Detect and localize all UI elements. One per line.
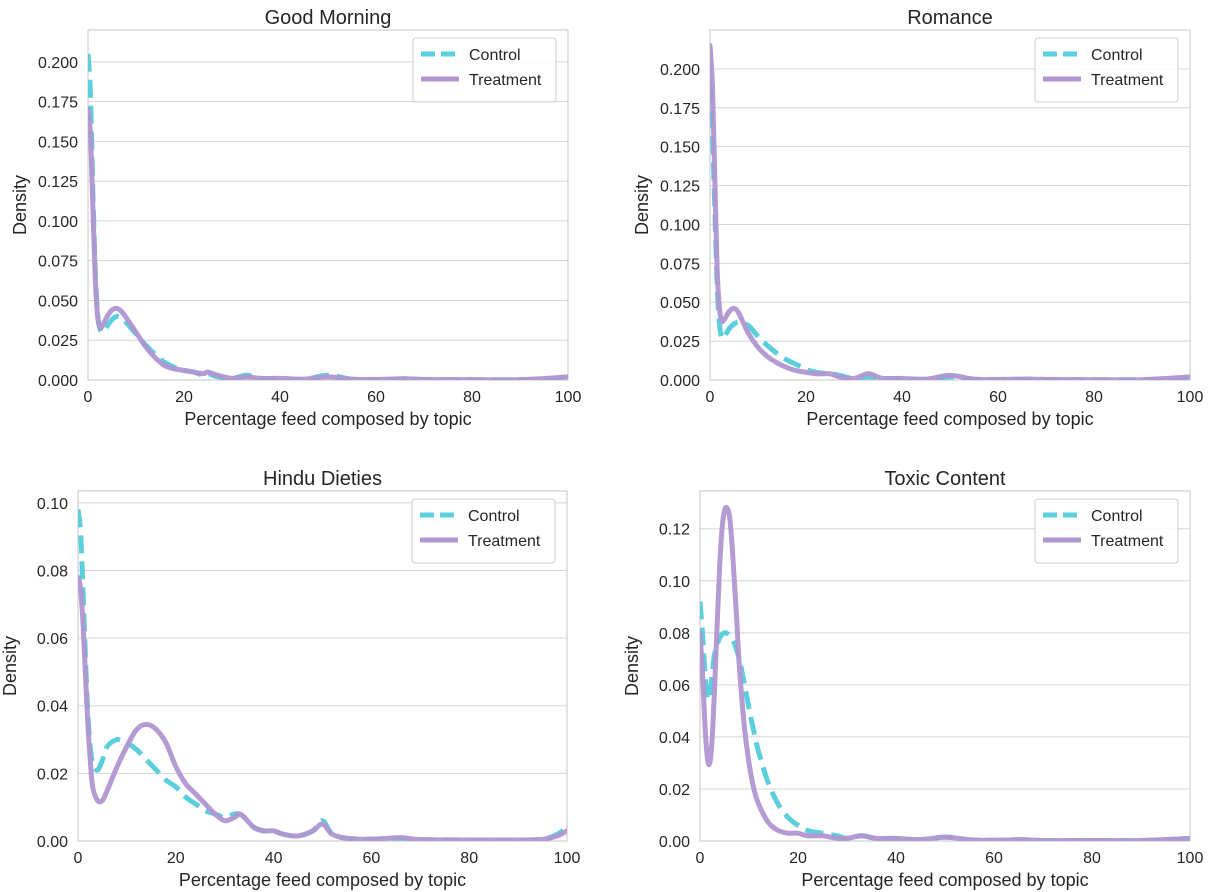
y-tick-label: 0.200 [38,55,78,72]
y-axis-label: Density [622,636,642,696]
y-tick-label: 0.00 [659,834,690,851]
y-tick-label: 0.150 [38,134,78,151]
y-tick-label: 0.10 [37,496,68,513]
legend: Control Treatment [412,37,557,103]
series-line-control [710,84,1190,380]
series-line-treatment [88,107,568,380]
x-tick-label: 60 [367,389,385,406]
x-tick-label: 20 [797,389,815,406]
x-tick-label: 40 [271,389,289,406]
y-tick-label: 0.00 [37,834,68,851]
x-tick-label: 0 [706,389,715,406]
x-axis-label: Percentage feed composed by topic [184,409,471,429]
subplot-3: 0.00 0.02 0.04 0.06 0.08 0.10 0 20 40 60 80 100 Hind… [0,468,580,890]
x-tick-label: 20 [167,850,185,867]
y-tick-label: 0.050 [660,295,700,312]
x-tick-label: 0 [74,850,83,867]
x-tick-label: 80 [1083,850,1101,867]
axes-frame [77,490,568,842]
chart-title: Hindu Dieties [263,468,382,490]
series-line-control [700,601,1190,841]
y-tick-label: 0.025 [660,334,700,351]
legend: Control Treatment [411,498,556,564]
subplot-1: 0.000 0.025 0.050 0.075 0.100 0.125 0.150 0.175… [10,7,581,429]
y-axis-label: Density [0,636,20,696]
legend-label-control: Control [1091,508,1143,525]
y-tick-label: 0.04 [37,699,68,716]
chart-title: Toxic Content [884,468,1006,490]
x-tick-label: 80 [460,850,478,867]
x-tick-label: 60 [363,850,381,867]
x-tick-label: 60 [985,850,1003,867]
legend: Control Treatment [1034,37,1179,103]
legend-label-control: Control [468,508,520,525]
chart-title: Romance [907,7,993,29]
x-tick-label: 80 [1085,389,1103,406]
x-tick-label: 0 [84,389,93,406]
y-tick-label: 0.10 [659,574,690,591]
x-tick-label: 20 [175,389,193,406]
legend-label-treatment: Treatment [1091,533,1164,550]
y-tick-label: 0.050 [38,293,78,310]
series-line-treatment [710,43,1190,380]
y-tick-label: 0.175 [660,101,700,118]
y-tick-label: 0.200 [660,62,700,79]
x-axis-label: Percentage feed composed by topic [801,870,1088,890]
y-tick-label: 0.04 [659,730,690,747]
y-tick-label: 0.075 [660,256,700,273]
subplot-4: 0.00 0.02 0.04 0.06 0.08 0.10 0.12 0 20 40 60 80 100… [622,468,1203,890]
y-tick-label: 0.025 [38,333,78,350]
y-tick-label: 0.06 [37,631,68,648]
y-tick-label: 0.150 [660,140,700,157]
x-tick-label: 100 [554,850,581,867]
y-tick-label: 0.08 [659,626,690,643]
x-tick-label: 100 [1177,850,1204,867]
x-axis-label: Percentage feed composed by topic [806,409,1093,429]
y-tick-label: 0.02 [659,782,690,799]
y-tick-label: 0.175 [38,95,78,112]
x-tick-label: 60 [989,389,1007,406]
legend-label-treatment: Treatment [469,72,542,89]
x-tick-label: 20 [789,850,807,867]
series-line-treatment [78,574,567,841]
y-axis-label: Density [632,175,652,235]
y-tick-label: 0.02 [37,766,68,783]
series-line-treatment [700,504,1190,841]
axes-frame [709,29,1191,381]
legend: Control Treatment [1034,498,1179,564]
x-tick-label: 40 [893,389,911,406]
y-tick-label: 0.000 [660,373,700,390]
y-tick-label: 0.100 [660,217,700,234]
x-tick-label: 80 [463,389,481,406]
y-tick-label: 0.075 [38,254,78,271]
x-tick-label: 100 [555,389,582,406]
legend-label-control: Control [1091,47,1143,64]
y-tick-label: 0.08 [37,563,68,580]
series-line-control [88,53,568,380]
y-tick-label: 0.000 [38,373,78,390]
y-tick-label: 0.125 [660,179,700,196]
subplot-2: 0.000 0.025 0.050 0.075 0.100 0.125 0.150 0.175… [632,7,1203,429]
y-tick-label: 0.12 [659,522,690,539]
chart-title: Good Morning [265,7,392,29]
y-axis-label: Density [10,175,30,235]
legend-label-treatment: Treatment [468,533,541,550]
axes-frame [87,29,569,381]
x-tick-label: 0 [696,850,705,867]
y-tick-label: 0.100 [38,214,78,231]
legend-label-treatment: Treatment [1091,72,1164,89]
x-tick-label: 100 [1177,389,1204,406]
legend-label-control: Control [469,47,521,64]
x-axis-label: Percentage feed composed by topic [179,870,466,890]
y-tick-label: 0.125 [38,174,78,191]
x-tick-label: 40 [887,850,905,867]
y-tick-label: 0.06 [659,678,690,695]
x-tick-label: 40 [265,850,283,867]
